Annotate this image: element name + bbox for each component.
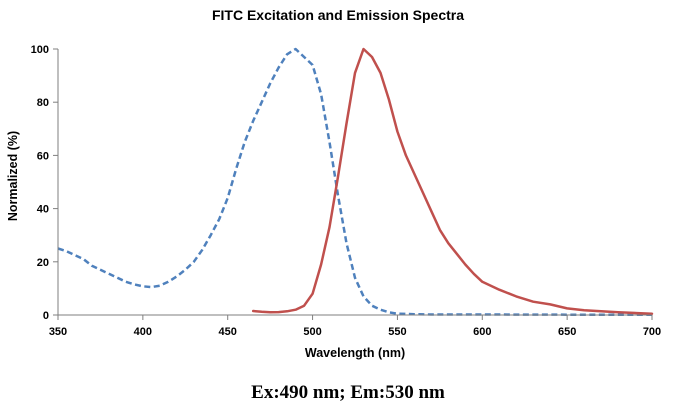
x-tick-label: 600 (473, 326, 491, 338)
x-tick-label: 650 (558, 326, 576, 338)
y-tick-label: 80 (37, 97, 49, 109)
y-tick-label: 100 (31, 44, 49, 56)
y-tick-label: 40 (37, 204, 49, 216)
x-tick-label: 500 (303, 326, 321, 338)
y-axis-label: Normalized (%) (6, 131, 20, 221)
plot-lines (57, 47, 654, 316)
x-axis-label: Wavelength (nm) (305, 346, 405, 360)
excitation-series-line (57, 47, 652, 316)
y-tick-label: 60 (37, 150, 49, 162)
axes (57, 49, 652, 316)
x-tick-label: 450 (219, 326, 237, 338)
y-tick-label: 20 (37, 257, 49, 269)
x-tick-label: 700 (643, 326, 661, 338)
chart-title: FITC Excitation and Emission Spectra (212, 7, 464, 23)
x-tick-label: 350 (49, 326, 67, 338)
y-tick-label: 0 (43, 310, 49, 322)
x-tick-label: 400 (134, 326, 152, 338)
ticks: 0 20 40 60 80 100 350 400 450 500 550 600 650 700 (31, 44, 662, 338)
caption: Ex:490 nm; Em:530 nm (251, 382, 445, 403)
x-tick-label: 550 (388, 326, 406, 338)
emission-series-line (251, 47, 654, 315)
